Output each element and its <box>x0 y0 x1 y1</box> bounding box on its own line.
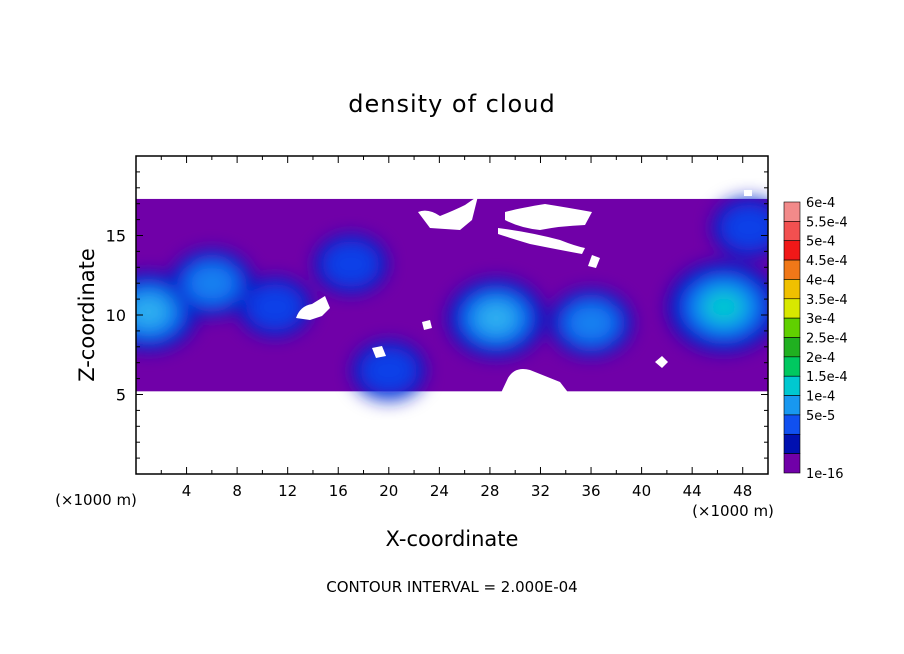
y-tick-label: 15 <box>106 227 126 246</box>
cloud-gaps <box>224 190 752 395</box>
colorbar-label: 1.5e-4 <box>806 370 848 385</box>
plot-area <box>136 190 768 400</box>
colorbar-label: 5.5e-4 <box>806 215 848 230</box>
x-tick-label: 12 <box>278 482 297 500</box>
x-tick-label: 28 <box>480 482 499 500</box>
cloud-core-8 <box>720 204 768 251</box>
y-tick-label: 5 <box>116 386 126 405</box>
x-tick-label: 16 <box>329 482 348 500</box>
colorbar-swatch <box>783 356 801 377</box>
colorbar-label: 6e-4 <box>806 196 835 211</box>
cloud-core-2 <box>246 284 304 330</box>
x-tick-label: 4 <box>182 482 192 500</box>
contour-interval-note: CONTOUR INTERVAL = 2.000E-04 <box>326 578 577 596</box>
x-tick-label: 24 <box>430 482 449 500</box>
y-axis-label: Z-coordinate <box>75 248 99 382</box>
colorbar-label: 5e-5 <box>806 409 835 424</box>
colorbar-label: 4e-4 <box>806 273 835 288</box>
colorbar-label: 2e-4 <box>806 351 835 366</box>
colorbar-label: 2.5e-4 <box>806 332 848 347</box>
x-tick-label: 32 <box>531 482 550 500</box>
cloud-cores <box>136 198 768 400</box>
colorbar: 6e-4 5.5e-4 5e-4 4.5e-4 4e-4 3.5e-4 3e-4 2.5e-4… <box>783 196 848 482</box>
x-axis-label: X-coordinate <box>386 527 519 551</box>
colorbar-swatch <box>783 298 801 319</box>
colorbar-swatch <box>783 317 801 338</box>
cloud-core-1 <box>188 264 235 302</box>
x-tick-label: 44 <box>683 482 702 500</box>
colorbar-label: 3.5e-4 <box>806 293 848 308</box>
x-unit-right: (×1000 m) <box>692 502 774 520</box>
cloud-core-3 <box>322 241 380 287</box>
colorbar-label: 5e-4 <box>806 235 835 250</box>
x-tick-label: 20 <box>379 482 398 500</box>
y-axis-ticks: 5 10 15 <box>106 171 768 459</box>
cloud-core-4 <box>360 347 418 394</box>
colorbar-swatch <box>783 414 801 435</box>
cloud-core-6 <box>568 304 614 342</box>
y-tick-label: 10 <box>106 306 126 325</box>
colorbar-swatch <box>783 453 801 474</box>
x-axis-ticks: 4 8 12 16 20 24 28 32 36 40 44 48 <box>160 156 752 500</box>
colorbar-swatch <box>783 433 801 454</box>
cloud-core-5 <box>479 304 513 332</box>
x-tick-label: 48 <box>733 482 752 500</box>
colorbar-swatch <box>783 279 801 300</box>
chart-title: density of cloud <box>348 90 555 118</box>
colorbar-swatch <box>783 259 801 280</box>
colorbar-swatch <box>783 395 801 416</box>
colorbar-swatch <box>783 375 801 396</box>
colorbar-swatch <box>783 240 801 261</box>
colorbar-swatch <box>783 337 801 358</box>
colorbar-label: 4.5e-4 <box>806 254 848 269</box>
cloud-core-0 <box>136 298 166 326</box>
cloud-core-7 <box>704 291 743 323</box>
colorbar-label: 3e-4 <box>806 312 835 327</box>
x-tick-label: 8 <box>232 482 242 500</box>
colorbar-swatch <box>783 201 801 222</box>
colorbar-label: 1e-4 <box>806 390 835 405</box>
colorbar-label: 1e-16 <box>806 467 844 482</box>
x-tick-label: 36 <box>581 482 600 500</box>
x-tick-label: 40 <box>632 482 651 500</box>
colorbar-swatch <box>783 221 801 242</box>
x-unit-left: (×1000 m) <box>55 491 137 509</box>
